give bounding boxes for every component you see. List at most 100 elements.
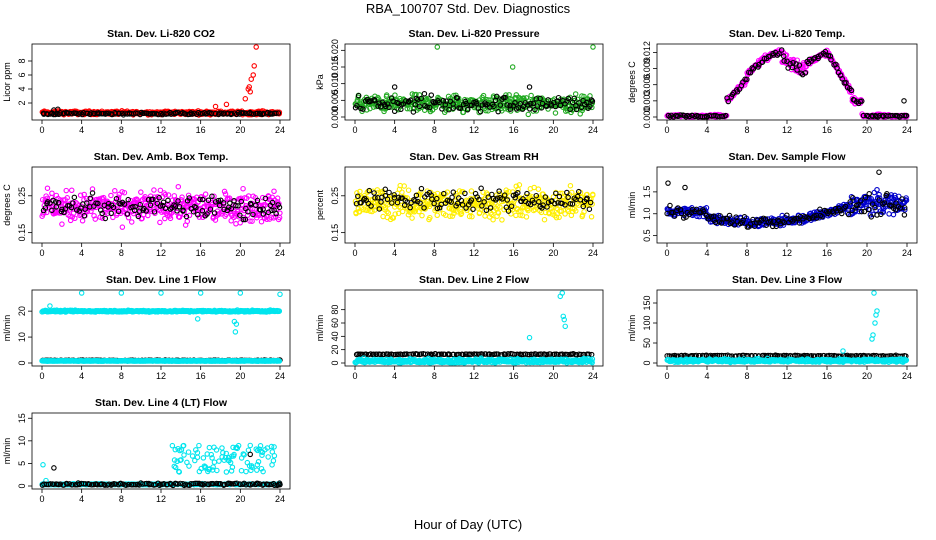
data-point xyxy=(839,75,845,82)
data-point xyxy=(671,213,678,219)
data-point xyxy=(259,194,266,201)
y-tick-label: 0.003 xyxy=(642,90,652,113)
y-tick-label: 60 xyxy=(330,318,340,328)
data-point xyxy=(466,213,473,220)
data-point xyxy=(372,195,378,201)
data-point xyxy=(557,102,564,109)
data-point xyxy=(71,194,78,201)
data-point xyxy=(384,196,391,203)
data-point xyxy=(462,190,468,197)
x-tick-label: 16 xyxy=(196,371,206,381)
data-point xyxy=(590,192,596,198)
data-point xyxy=(512,194,518,201)
x-tick-label: 16 xyxy=(822,248,832,258)
data-point xyxy=(497,204,503,210)
data-point xyxy=(828,57,834,63)
data-point xyxy=(796,220,803,226)
data-point xyxy=(559,200,565,207)
data-point xyxy=(277,291,283,298)
data-point xyxy=(876,197,882,203)
x-tick-label: 16 xyxy=(509,371,519,381)
data-point xyxy=(135,213,142,220)
data-point xyxy=(386,104,392,111)
data-point xyxy=(52,199,59,205)
data-point xyxy=(73,199,79,206)
data-point xyxy=(580,203,587,210)
data-point xyxy=(162,191,169,198)
y-tick-label: 6 xyxy=(17,72,27,77)
data-point xyxy=(354,190,360,196)
x-tick-label: 12 xyxy=(469,125,479,135)
x-tick-label: 24 xyxy=(275,125,285,135)
points xyxy=(39,44,283,118)
data-point xyxy=(747,221,754,227)
points xyxy=(39,183,283,230)
data-point xyxy=(138,189,144,195)
data-point xyxy=(468,197,475,203)
data-point xyxy=(516,182,523,188)
data-point xyxy=(755,64,761,70)
data-point xyxy=(446,351,453,358)
data-point xyxy=(212,199,219,205)
data-point xyxy=(242,96,249,102)
data-point xyxy=(110,204,117,211)
data-point xyxy=(874,187,880,193)
x-tick-label: 0 xyxy=(39,248,44,258)
x-tick-label: 4 xyxy=(392,125,397,135)
data-point xyxy=(704,114,710,120)
data-point xyxy=(901,205,908,211)
data-point xyxy=(537,95,543,102)
data-point xyxy=(47,200,53,206)
x-tick-label: 4 xyxy=(704,248,709,258)
x-tick-label: 12 xyxy=(469,248,479,258)
data-point xyxy=(901,98,907,104)
data-point xyxy=(391,84,398,90)
data-point xyxy=(817,206,823,213)
data-point xyxy=(583,99,590,106)
y-tick-label: 2 xyxy=(17,100,27,105)
data-point xyxy=(264,216,270,223)
data-point xyxy=(667,202,673,209)
data-point xyxy=(717,213,723,219)
data-point xyxy=(502,351,509,358)
points xyxy=(664,169,910,230)
data-point xyxy=(806,215,813,222)
data-point xyxy=(858,198,864,204)
data-point xyxy=(232,329,239,335)
data-point xyxy=(802,70,809,76)
data-point xyxy=(683,114,689,120)
data-point xyxy=(790,56,797,63)
data-point xyxy=(276,308,283,314)
data-point xyxy=(242,216,249,223)
data-point xyxy=(553,190,559,197)
data-point xyxy=(355,205,362,212)
data-point xyxy=(502,94,508,101)
x-tick-label: 20 xyxy=(548,248,558,258)
data-point xyxy=(556,193,563,200)
data-point xyxy=(68,187,75,194)
data-point xyxy=(79,218,86,224)
data-point xyxy=(199,208,206,214)
x-tick-label: 8 xyxy=(119,125,124,135)
data-point xyxy=(574,193,581,200)
data-point xyxy=(573,106,580,113)
x-tick-label: 24 xyxy=(902,248,912,258)
panel-3: Stan. Dev. Li-820 Temp.degrees C0 4 8 12 16 2… xyxy=(627,28,918,135)
data-point xyxy=(850,195,856,201)
data-point xyxy=(551,351,558,357)
data-point xyxy=(869,198,875,205)
data-point xyxy=(205,197,212,203)
data-point xyxy=(276,204,283,211)
data-point xyxy=(275,110,282,116)
data-point xyxy=(505,208,512,214)
data-point xyxy=(539,205,545,211)
data-point xyxy=(524,205,531,212)
data-point xyxy=(167,206,174,212)
data-point xyxy=(700,208,707,215)
y-tick-label: 20 xyxy=(330,345,340,355)
panel-title: Stan. Dev. Line 2 Flow xyxy=(419,274,530,286)
data-point xyxy=(386,189,392,196)
data-point xyxy=(77,192,84,198)
panel-title: Stan. Dev. Li-820 CO2 xyxy=(107,28,215,40)
y-axis-label: ml/min xyxy=(2,315,12,342)
